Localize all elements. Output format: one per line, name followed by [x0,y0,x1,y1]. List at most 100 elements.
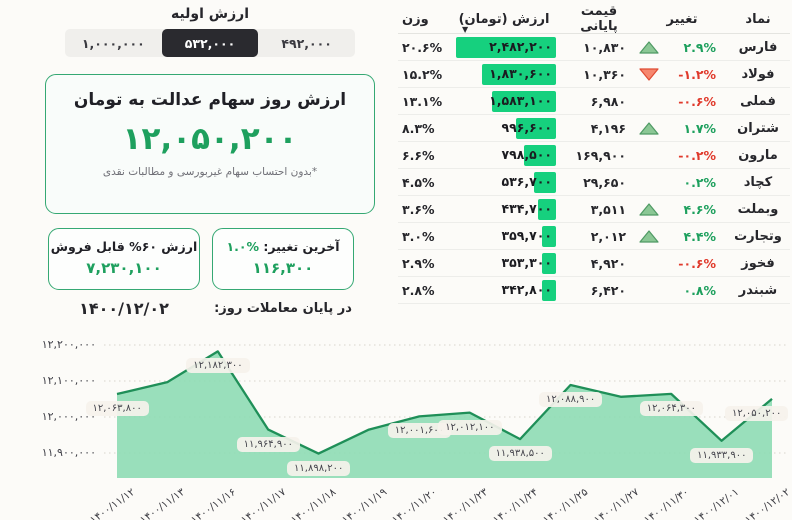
symbol-cell: شبندر [738,283,778,298]
value-cell: ۴۳۴,۷۰۰ [448,196,560,223]
weight-cell: ۳.۶% [402,202,435,217]
symbol-cell: وبملت [737,202,779,217]
triangle-up-icon [638,229,660,244]
y-tick-label: ۱۲,۱۰۰,۰۰۰ [41,374,96,387]
weight-cell: ۱۵.۲% [402,67,443,82]
close-price-cell: ۱۶۹,۹۰۰ [575,148,626,163]
value-amount: ۴۳۴,۷۰۰ [501,201,552,216]
value-cell: ۳۴۲,۸۰۰ [448,277,560,304]
symbol-cell: فارس [738,40,778,55]
change-cell: ۰.۲% [638,175,726,190]
point-label: ۱۲,۱۸۲,۳۰۰ [186,358,250,374]
change-percent: -۱.۲% [678,67,716,82]
table-row-فارس[interactable]: فارس ۲.۹% ۱۰,۸۳۰ ۲,۴۸۲,۲۰۰ ۲۰.۶% [398,34,790,61]
point-label: ۱۱,۸۹۸,۲۰۰ [287,460,351,476]
symbol-cell: فخوز [741,256,775,271]
value-bar [516,118,556,139]
last-change-label: آخرین تغییر: [263,239,340,254]
symbol-cell: مارون [738,148,778,163]
initial-value-option-2[interactable]: ۴۹۲,۰۰۰ [281,35,332,51]
symbol-cell: فولاد [741,67,775,82]
change-cell: ۴.۴% [638,229,726,244]
end-of-day-caption: در پایان معاملات روز: [214,301,352,316]
value-bar [542,253,556,274]
point-label: ۱۱,۹۶۴,۹۰۰ [236,436,300,452]
weight-cell: ۲.۹% [402,256,435,271]
value-history-chart: ارزش سهام عدالت ۱۲,۲۰۰,۰۰۰۱۲,۱۰۰,۰۰۰۱۲,۰… [0,330,792,520]
sellable-value-amount: ۷,۲۳۰,۱۰۰ [86,259,162,277]
y-tick-label: ۱۱,۹۰۰,۰۰۰ [41,446,96,459]
value-cell: ۱,۵۸۳,۱۰۰ [448,88,560,115]
table-row-فولاد[interactable]: فولاد -۱.۲% ۱۰,۳۶۰ ۱,۸۳۰,۶۰۰ ۱۵.۲% [398,61,790,88]
last-change-card: آخرین تغییر: ۱.۰% ۱۱۶,۳۰۰ [212,228,354,290]
last-change-line: آخرین تغییر: ۱.۰% [213,239,353,254]
change-percent: -۰.۲% [678,148,716,163]
table-row-وتجارت[interactable]: وتجارت ۴.۴% ۲,۰۱۲ ۳۵۹,۷۰۰ ۳.۰% [398,223,790,250]
header-value-label: ارزش (تومان) [458,11,550,27]
weight-cell: ۸.۳% [402,121,435,136]
change-percent: ۴.۴% [683,229,716,244]
value-amount: ۳۴۲,۸۰۰ [501,282,552,297]
value-cell: ۷۹۸,۵۰۰ [448,142,560,169]
weight-cell: ۱۳.۱% [402,94,443,109]
header-symbol[interactable]: نماد [745,11,771,27]
change-cell: -۰.۶% [638,256,726,271]
change-percent: ۲.۹% [683,40,716,55]
table-row-کچاد[interactable]: کچاد ۰.۲% ۲۹,۶۵۰ ۵۳۶,۷۰۰ ۴.۵% [398,169,790,196]
value-amount: ۲,۴۸۲,۲۰۰ [489,39,552,54]
sort-descending-icon: ▼ [462,24,469,34]
value-bar [542,226,556,247]
point-label: ۱۱,۹۳۸,۵۰۰ [488,446,552,462]
header-close-price[interactable]: قیمت پایانی [580,4,618,34]
close-price-cell: ۲۹,۶۵۰ [583,175,626,190]
initial-value-option-0[interactable]: ۱,۰۰۰,۰۰۰ [81,35,145,51]
last-change-amount: ۱۱۶,۳۰۰ [252,259,314,277]
sellable-value-card: ارزش ۶۰% قابل فروش ۷,۲۳۰,۱۰۰ [48,228,200,290]
close-price-cell: ۳,۵۱۱ [590,202,626,217]
close-price-cell: ۶,۹۸۰ [590,94,626,109]
point-label: ۱۲,۰۶۴,۳۰۰ [639,400,704,416]
today-value-card: ارزش روز سهام عدالت به تومان ۱۲,۰۵۰,۲۰۰ … [45,74,375,214]
point-label: ۱۲,۰۱۲,۱۰۰ [438,419,502,435]
close-price-cell: ۲,۰۱۲ [590,229,626,244]
holdings-table: نماد تغییر قیمت پایانی ارزش (تومان) ▼ وز… [398,4,790,304]
value-bar [482,64,556,85]
last-change-percent: ۱.۰% [226,239,260,254]
header-change[interactable]: تغییر [666,11,698,27]
table-row-شتران[interactable]: شتران ۱.۷% ۴,۱۹۶ ۹۹۶,۶۰۰ ۸.۳% [398,115,790,142]
close-price-cell: ۱۰,۳۶۰ [583,67,626,82]
close-price-cell: ۴,۹۲۰ [590,256,626,271]
today-value-title: ارزش روز سهام عدالت به تومان [73,90,347,110]
table-row-وبملت[interactable]: وبملت ۴.۶% ۳,۵۱۱ ۴۳۴,۷۰۰ ۳.۶% [398,196,790,223]
change-percent: ۴.۶% [683,202,716,217]
point-label: ۱۲,۰۶۳,۸۰۰ [85,401,149,417]
initial-value-option-1[interactable]: ۵۳۲,۰۰۰ [161,29,259,57]
value-bar [534,172,556,193]
value-cell: ۳۵۳,۳۰۰ [448,250,560,277]
table-row-شبندر[interactable]: شبندر ۰.۸% ۶,۴۲۰ ۳۴۲,۸۰۰ ۲.۸% [398,277,790,304]
weight-cell: ۲۰.۶% [402,40,443,55]
value-amount: ۱,۸۳۰,۶۰۰ [489,66,552,81]
today-value-amount: ۱۲,۰۵۰,۲۰۰ [122,121,298,157]
table-row-فخوز[interactable]: فخوز -۰.۶% ۴,۹۲۰ ۳۵۳,۳۰۰ ۲.۹% [398,250,790,277]
header-value[interactable]: ارزش (تومان) ▼ [448,11,560,34]
value-bar [538,199,556,220]
y-tick-label: ۱۲,۲۰۰,۰۰۰ [41,338,96,351]
value-amount: ۳۵۹,۷۰۰ [501,228,552,243]
change-cell: ۱.۷% [638,121,726,136]
header-weight[interactable]: وزن [402,11,429,27]
change-percent: -۰.۶% [678,94,716,109]
value-cell: ۱,۸۳۰,۶۰۰ [448,61,560,88]
holdings-table-body: فارس ۲.۹% ۱۰,۸۳۰ ۲,۴۸۲,۲۰۰ ۲۰.۶% فولاد -۱.۲% ۱۰… [398,34,790,304]
value-bar [542,280,556,301]
initial-value-title: ارزش اولیه [170,6,250,22]
change-cell: ۴.۶% [638,202,726,217]
initial-value-segmented-control: ۱,۰۰۰,۰۰۰ ۵۳۲,۰۰۰ ۴۹۲,۰۰۰ [65,29,355,57]
table-row-مارون[interactable]: مارون -۰.۲% ۱۶۹,۹۰۰ ۷۹۸,۵۰۰ ۶.۶% [398,142,790,169]
change-cell: -۰.۶% [638,94,726,109]
table-row-فملی[interactable]: فملی -۰.۶% ۶,۹۸۰ ۱,۵۸۳,۱۰۰ ۱۳.۱% [398,88,790,115]
point-label: ۱۲,۰۸۸,۹۰۰ [538,391,603,407]
value-amount: ۹۹۶,۶۰۰ [501,120,552,135]
change-percent: ۱.۷% [683,121,716,136]
